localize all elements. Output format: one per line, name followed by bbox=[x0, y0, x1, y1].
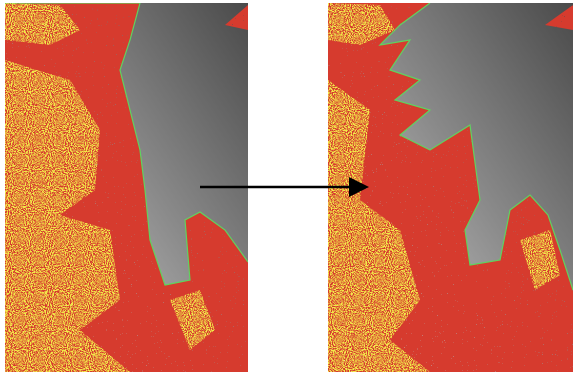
right-map bbox=[328, 3, 573, 372]
page bbox=[0, 0, 573, 375]
figure bbox=[0, 0, 573, 375]
